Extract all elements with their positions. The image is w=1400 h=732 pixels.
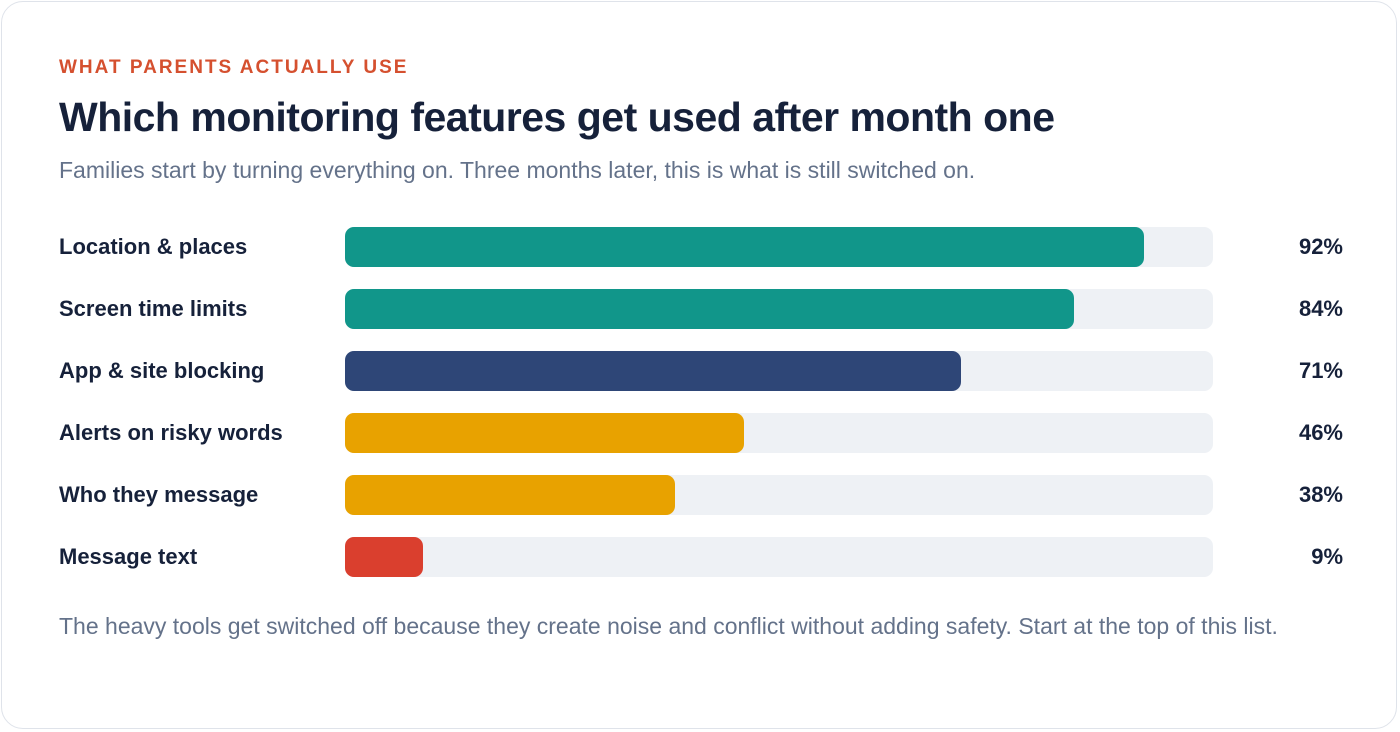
bar — [345, 537, 423, 577]
bar-value-label: 46% — [1298, 420, 1343, 445]
bar-row: Location & places 92% — [59, 227, 1343, 267]
eyebrow-label: WHAT PARENTS ACTUALLY USE — [59, 57, 409, 78]
bar-track — [345, 351, 1213, 391]
bar-value-label: 9% — [1311, 544, 1343, 569]
bar-category-label: Alerts on risky words — [59, 420, 283, 445]
bar-category-label: Screen time limits — [59, 296, 248, 321]
bar-track — [345, 227, 1213, 267]
bar-category-label: App & site blocking — [59, 358, 265, 383]
bar-value-label: 71% — [1298, 358, 1343, 383]
chart-subtitle: Families start by turning everything on.… — [59, 157, 976, 183]
bar — [345, 289, 1074, 329]
bar-track — [345, 475, 1213, 515]
bar — [345, 475, 675, 515]
bar-row: Message text 9% — [59, 537, 1343, 577]
bar — [345, 413, 744, 453]
chart-title: Which monitoring features get used after… — [59, 94, 1055, 140]
bar-value-label: 92% — [1298, 234, 1343, 259]
bar-track — [345, 537, 1213, 577]
bar — [345, 227, 1144, 267]
bar-category-label: Who they message — [59, 482, 259, 507]
chart-footnote: The heavy tools get switched off because… — [59, 613, 1278, 639]
bar — [345, 351, 961, 391]
bar-track — [345, 413, 1213, 453]
bar-row: Who they message 38% — [59, 475, 1343, 515]
bar-value-label: 38% — [1298, 482, 1343, 507]
bar-track — [345, 289, 1213, 329]
bar-row: App & site blocking 71% — [59, 351, 1343, 391]
bar-category-label: Message text — [59, 544, 198, 569]
bar-row: Alerts on risky words 46% — [59, 413, 1343, 453]
bar-row: Screen time limits 84% — [59, 289, 1343, 329]
bar-value-label: 84% — [1298, 296, 1343, 321]
bar-category-label: Location & places — [59, 234, 248, 259]
